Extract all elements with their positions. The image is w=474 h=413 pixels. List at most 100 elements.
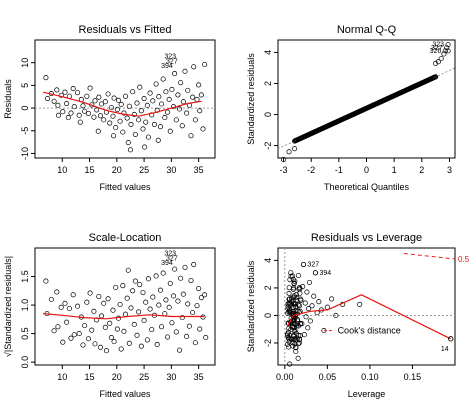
scale-location-x-tick-label: 25 (139, 372, 149, 382)
residuals-vs-leverage-title: Residuals vs Leverage (311, 232, 422, 244)
residuals-vs-leverage-panel: Residuals vs Leverage Leverage Standardi… (246, 232, 470, 399)
scale-location-data-point (92, 341, 98, 347)
normal-qq-plot-frame (277, 39, 456, 159)
residuals-vs-fitted-data-point (120, 129, 126, 135)
residuals-vs-leverage-outlier-point (300, 261, 307, 268)
normal-qq-y-tick-label: 0 (263, 112, 273, 117)
residuals-vs-leverage-data-point (286, 325, 292, 331)
residuals-vs-fitted-data-point (179, 123, 185, 129)
residuals-vs-leverage-data-point (293, 348, 299, 355)
residuals-vs-leverage-data-point (296, 286, 302, 292)
residuals-vs-leverage-data-point (291, 332, 297, 338)
residuals-vs-leverage-data-point (285, 306, 291, 312)
residuals-vs-fitted-data-point (197, 108, 203, 114)
scale-location-outlier-label: 327 (166, 255, 178, 262)
scale-location-data-point (150, 294, 156, 300)
scale-location-data-point (118, 346, 124, 352)
residuals-vs-fitted-data-point (62, 89, 68, 95)
residuals-vs-fitted-data-point (98, 101, 105, 107)
residuals-vs-fitted-data-point (184, 110, 190, 116)
residuals-vs-fitted-data-point (150, 98, 156, 104)
normal-qq-outlier-label: 323 (432, 42, 444, 49)
scale-location-data-point (149, 327, 155, 333)
residuals-vs-leverage-data-point (287, 277, 293, 283)
scale-location-data-point (131, 321, 137, 328)
normal-qq-panel: Normal Q-Q Theoretical Quantiles Standar… (246, 24, 456, 192)
scale-location-data-point (160, 270, 166, 276)
residuals-vs-leverage-outlier-point (448, 336, 454, 342)
residuals-vs-leverage-data-point (296, 336, 303, 342)
scale-location-data-point (126, 340, 132, 346)
normal-qq-data-point (433, 60, 439, 66)
scale-location-smoother-line (43, 313, 205, 320)
residuals-vs-fitted-data-point (172, 71, 178, 77)
residuals-vs-leverage-outlier-point (312, 270, 318, 276)
normal-qq-data-point (445, 48, 451, 54)
residuals-vs-fitted-data-point (175, 92, 181, 98)
residuals-vs-leverage-x-tick-label: 0.00 (276, 372, 294, 382)
scale-location-data-point (190, 309, 196, 316)
residuals-vs-fitted-data-point (188, 133, 194, 139)
residuals-vs-fitted-data-point (136, 117, 142, 123)
scale-location-data-point (82, 323, 88, 329)
scale-location-data-point (192, 340, 198, 346)
scale-location-data-point (110, 307, 116, 313)
scale-location-x-axis-label: Fitted values (99, 389, 151, 399)
residuals-vs-fitted-data-point (192, 117, 198, 123)
residuals-vs-leverage-data-point (311, 293, 317, 299)
residuals-vs-leverage-x-tick-label: 0.15 (404, 372, 422, 382)
scale-location-data-point (145, 276, 152, 282)
scale-location-data-point (121, 328, 127, 334)
normal-qq-x-tick-label: -3 (280, 165, 288, 175)
scale-location-data-point (194, 303, 200, 309)
scale-location-data-point (87, 290, 93, 296)
residuals-vs-fitted-y-tick-label: 5 (20, 83, 30, 88)
residuals-vs-fitted-data-point (43, 75, 49, 81)
residuals-vs-fitted-outlier-label: 394 (161, 63, 173, 70)
scale-location-data-point (71, 332, 77, 338)
normal-qq-x-tick-label: 2 (419, 165, 424, 175)
residuals-vs-fitted-data-point (185, 87, 191, 93)
residuals-vs-fitted-x-tick-label: 20 (112, 165, 122, 175)
scale-location-data-point (170, 293, 177, 299)
residuals-vs-fitted-x-tick-label: 25 (139, 165, 149, 175)
scale-location-data-point (74, 303, 81, 309)
residuals-vs-fitted-data-point (132, 131, 138, 137)
scale-location-y-tick-label: 0.5 (20, 327, 30, 340)
residuals-vs-fitted-data-point (87, 85, 93, 91)
cooks-distance-level-label: 0.5 (458, 255, 470, 264)
scale-location-data-point (97, 344, 104, 350)
residuals-vs-fitted-data-point (180, 99, 186, 105)
residuals-vs-leverage-outlier-label: 14 (441, 346, 449, 353)
residuals-vs-fitted-data-point (117, 118, 123, 124)
residuals-vs-fitted-data-point (55, 102, 61, 108)
scale-location-y-axis-label: √|Standardized residuals| (3, 256, 13, 357)
scale-location-data-point (167, 280, 173, 286)
residuals-vs-leverage-data-point (296, 303, 303, 309)
residuals-vs-leverage-data-point (296, 302, 302, 308)
residuals-vs-fitted-title: Residuals vs Fitted (79, 24, 172, 36)
residuals-vs-fitted-data-point (128, 121, 134, 127)
scale-location-data-point (134, 332, 140, 338)
normal-qq-data-point (292, 146, 298, 152)
residuals-vs-fitted-plot-frame (34, 39, 216, 159)
residuals-vs-fitted-data-point (140, 126, 146, 132)
residuals-vs-fitted-data-point (162, 115, 168, 121)
residuals-vs-fitted-y-tick-label: -5 (20, 127, 30, 135)
normal-qq-y-axis-label: Standardized residuals (246, 53, 256, 145)
residuals-vs-fitted-data-point (74, 90, 81, 96)
residuals-vs-fitted-data-point (95, 128, 101, 134)
residuals-vs-fitted-data-point (149, 112, 155, 118)
residuals-vs-leverage-data-point (305, 325, 311, 331)
residuals-vs-fitted-y-tick-label: 0 (20, 106, 30, 111)
scale-location-x-tick-label: 30 (166, 372, 176, 382)
residuals-vs-fitted-data-point (156, 94, 162, 100)
residuals-vs-fitted-data-point (182, 68, 188, 74)
residuals-vs-fitted-data-point (122, 93, 129, 99)
residuals-vs-fitted-data-point (97, 113, 104, 119)
residuals-vs-leverage-data-point (289, 324, 295, 330)
residuals-vs-fitted-data-point (173, 117, 179, 123)
scale-location-data-point (111, 339, 117, 345)
residuals-vs-fitted-data-point (94, 107, 100, 113)
normal-qq-y-tick-label: -2 (263, 142, 273, 150)
